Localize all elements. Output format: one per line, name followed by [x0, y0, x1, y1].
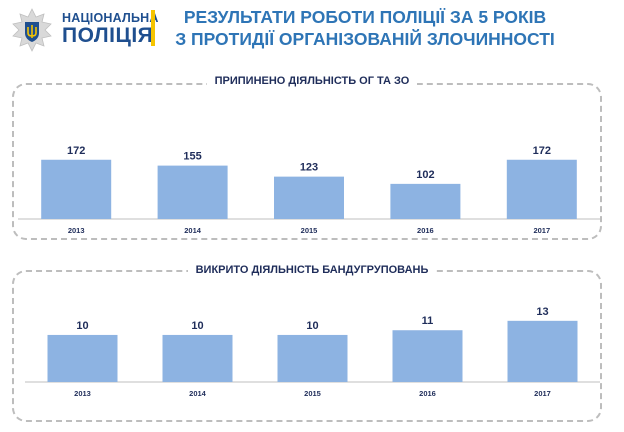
logo-accent-bar — [151, 10, 155, 46]
chart2-value-label-2015: 10 — [306, 320, 318, 332]
chart1-value-label-2013: 172 — [67, 145, 85, 157]
chart2-value-label-2014: 10 — [191, 320, 203, 332]
police-star-emblem-icon — [12, 8, 52, 52]
chart2-value-label-2016: 11 — [422, 315, 434, 327]
chart1-value-label-2016: 102 — [416, 169, 434, 181]
chart1-value-label-2014: 155 — [183, 151, 201, 163]
chart1-bar-2017 — [506, 159, 577, 219]
chart2-value-label-2013: 10 — [76, 320, 88, 332]
chart1-bar-2013 — [41, 159, 112, 219]
police-logo: НАЦІОНАЛЬНА ПОЛІЦІЯ — [10, 8, 160, 52]
chart1-x-tick-2017: 2017 — [533, 226, 550, 235]
chart2-bar-2014 — [162, 334, 233, 382]
chart2-bar-2016 — [392, 330, 463, 382]
page-title-line1: РЕЗУЛЬТАТИ РОБОТИ ПОЛІЦІЇ ЗА 5 РОКІВ — [183, 7, 547, 27]
chart2-x-tick-2016: 2016 — [419, 389, 436, 398]
chart1-x-tick-2015: 2015 — [301, 226, 318, 235]
chart1-bar-2015 — [274, 176, 344, 219]
chart2-bar-2015 — [277, 334, 348, 382]
chart1-x-tick-2013: 2013 — [68, 226, 85, 235]
logo-line1: НАЦІОНАЛЬНА — [62, 11, 159, 25]
page-title: РЕЗУЛЬТАТИ РОБОТИ ПОЛІЦІЇ ЗА 5 РОКІВ З П… — [165, 6, 565, 50]
chart1-bar-2016 — [390, 183, 461, 219]
chart2-x-tick-2017: 2017 — [534, 389, 551, 398]
chart1-svg: 172 2013 155 2014 123 2015 102 2016 172 2017 — [18, 145, 600, 235]
chart1-x-tick-2016: 2016 — [417, 226, 434, 235]
chart2-bar-2017 — [507, 320, 578, 382]
chart2-x-tick-2015: 2015 — [304, 389, 321, 398]
logo-line2: ПОЛІЦІЯ — [62, 24, 154, 47]
chart2-title: ВИКРИТО ДІЯЛЬНІСТЬ БАНДУГРУПОВАНЬ — [0, 264, 624, 276]
chart2-svg: 10 2013 10 2014 10 2015 11 2016 13 2017 — [25, 306, 600, 398]
chart1-title: ПРИПИНЕНО ДІЯЛЬНІСТЬ ОГ ТА ЗО — [0, 75, 624, 87]
chart2-x-tick-2014: 2014 — [189, 389, 207, 398]
chart1-value-label-2017: 172 — [533, 145, 551, 157]
chart1-title-text: ПРИПИНЕНО ДІЯЛЬНІСТЬ ОГ ТА ЗО — [206, 75, 418, 87]
chart2-value-label-2017: 13 — [536, 306, 548, 318]
chart2-x-tick-2013: 2013 — [74, 389, 91, 398]
page-title-line2: З ПРОТИДІЇ ОРГАНІЗОВАНІЙ ЗЛОЧИННОСТІ — [175, 29, 555, 49]
chart1-x-tick-2014: 2014 — [184, 226, 202, 235]
chart1-value-label-2015: 123 — [300, 162, 318, 174]
chart2-bar-2013 — [47, 334, 118, 382]
chart1-bar-2014 — [157, 165, 228, 219]
chart2-title-text: ВИКРИТО ДІЯЛЬНІСТЬ БАНДУГРУПОВАНЬ — [187, 264, 437, 276]
